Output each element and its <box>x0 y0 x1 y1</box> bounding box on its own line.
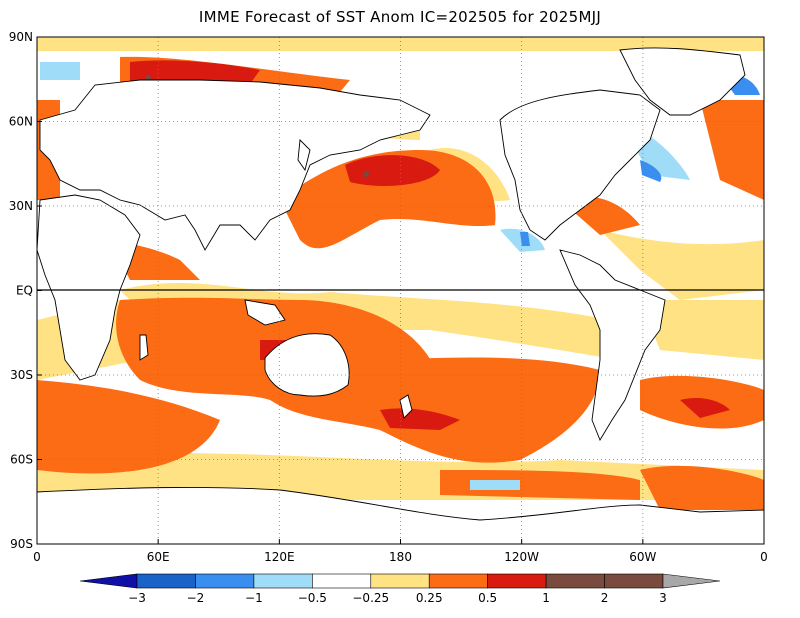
graticule <box>37 37 764 544</box>
barents-strong-warm <box>130 60 260 84</box>
nova-scotia-cool <box>640 160 662 182</box>
s-pacific-strong-warm <box>380 408 460 430</box>
colorbar-tick-label: 3 <box>659 591 667 605</box>
new-zealand-landmass <box>399 394 413 419</box>
arctic-weak-warm-band <box>37 37 764 51</box>
colorbar-min-triangle <box>79 573 138 589</box>
colorbar-swatch <box>487 573 547 589</box>
s-ocean-warm <box>440 470 640 500</box>
colorbar-swatch <box>604 573 664 589</box>
colorbar-tick-label: 2 <box>601 591 609 605</box>
trop-atlantic-weak-warm <box>600 230 764 300</box>
australia-landmass <box>264 333 350 397</box>
s-pacific-warm <box>360 357 600 463</box>
colorbar-swatch <box>136 573 196 589</box>
axis-ticks <box>36 36 765 545</box>
arctic-extreme-warm <box>145 75 151 81</box>
anomaly-layer-extreme-warm <box>145 75 369 177</box>
colorbar-tick-label: −1 <box>245 591 263 605</box>
colorbar-swatch <box>312 573 372 589</box>
japan-landmass <box>297 139 311 172</box>
s-indian-warm <box>37 380 220 474</box>
n-pacific-extreme-warm <box>363 171 369 177</box>
latitude-label: 30S <box>10 368 33 382</box>
anomaly-layer-warm <box>37 56 764 510</box>
map-plot-area <box>37 37 764 544</box>
colorbar-tick-label: 0.25 <box>416 591 443 605</box>
s-atlantic-strong-warm <box>680 398 730 418</box>
colorbar-max-triangle <box>662 573 721 589</box>
colorbar-tick-label: −0.25 <box>352 591 389 605</box>
south-america-landmass <box>559 249 666 442</box>
drake-warm <box>640 465 764 510</box>
latitude-label: 90S <box>10 537 33 551</box>
n-atlantic-warm <box>700 100 764 200</box>
madagascar-landmass <box>139 334 149 361</box>
map-title: IMME Forecast of SST Anom IC=202505 for … <box>198 8 602 26</box>
colorbar-tick-label: −2 <box>187 591 205 605</box>
colorbar <box>79 573 721 589</box>
colorbar-swatch <box>370 573 430 589</box>
greenland-sea-cool-weak <box>40 62 80 80</box>
eurasia-landmass <box>39 79 431 251</box>
latitude-label: EQ <box>16 284 33 298</box>
longitude-label: 120W <box>504 550 539 564</box>
latitude-label: 90N <box>9 30 33 44</box>
maritime-continent-landmass <box>244 299 286 326</box>
colorbar-tick-label: 1 <box>542 591 550 605</box>
land-layer <box>37 47 764 544</box>
longitude-label: 120E <box>264 550 295 564</box>
latitude-labels: 90N 60N 30N EQ 30S 60S 90S <box>9 30 33 551</box>
baja-cool <box>520 232 530 246</box>
colorbar-swatch <box>545 573 605 589</box>
colorbar-labels: −3 −2 −1 −0.5 −0.25 0.25 0.5 1 2 3 <box>128 591 667 605</box>
longitude-label: 60W <box>629 550 656 564</box>
colorbar-tick-label: 0.5 <box>478 591 497 605</box>
longitude-label: 60E <box>147 550 170 564</box>
longitude-label: 180 <box>389 550 412 564</box>
longitude-label: 0 <box>760 550 768 564</box>
sw-atlantic-weak-warm <box>640 300 764 360</box>
ross-cool-weak <box>470 480 520 490</box>
latitude-label: 60N <box>9 115 33 129</box>
africa-landmass <box>37 194 141 381</box>
colorbar-tick-label: −0.5 <box>298 591 327 605</box>
colorbar-swatch <box>253 573 313 589</box>
longitude-label: 0 <box>33 550 41 564</box>
latitude-label: 30N <box>9 199 33 213</box>
colorbar-swatch <box>428 573 488 589</box>
colorbar-swatch <box>195 573 255 589</box>
greenland-landmass <box>619 47 746 116</box>
north-america-landmass <box>499 89 661 241</box>
n-pacific-warm <box>280 150 496 249</box>
colorbar-tick-label: −3 <box>128 591 146 605</box>
longitude-labels: 0 60E 120E 180 120W 60W 0 <box>33 550 768 564</box>
latitude-label: 60S <box>10 453 33 467</box>
n-pacific-strong-warm <box>345 155 440 186</box>
